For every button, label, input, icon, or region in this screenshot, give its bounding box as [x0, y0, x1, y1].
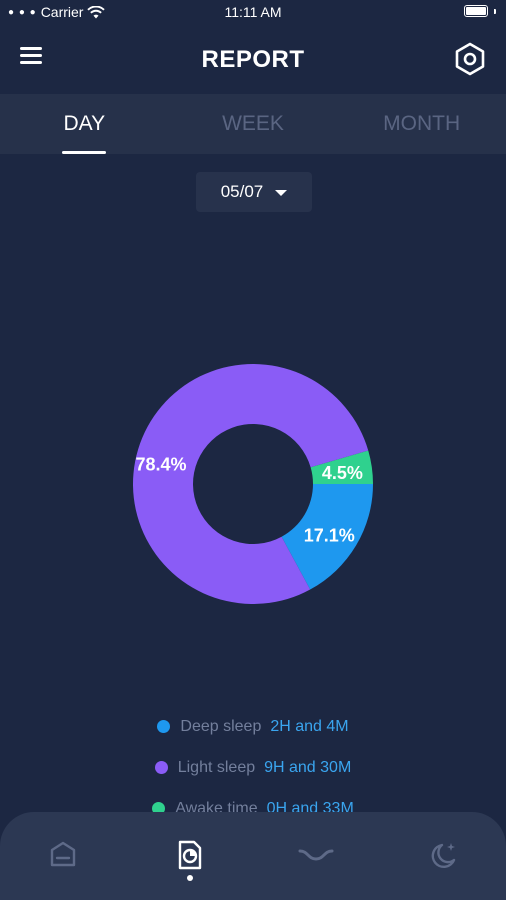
date-picker-value: 05/07: [220, 182, 264, 201]
header: REPORT: [0, 26, 506, 94]
caret-down-icon: [275, 190, 288, 196]
settings-hexagon-icon[interactable]: [454, 42, 486, 76]
tabbar-item-night[interactable]: [380, 812, 506, 900]
status-time: 11:11 AM: [224, 4, 282, 20]
legend-dot-awake-time: [152, 802, 166, 815]
signal-dots-icon: ● ● ●: [8, 6, 37, 18]
carrier-name: Carrier: [40, 4, 84, 20]
legend-item-deep-sleep: Deep sleep 2H and 4M: [0, 706, 506, 747]
date-picker[interactable]: 05/07: [196, 172, 312, 212]
sleep-curve-icon: [298, 849, 334, 861]
donut-label-awake-time: 4.5%: [322, 463, 363, 483]
legend-value: 9H and 30M: [264, 758, 352, 776]
active-tab-indicator: [186, 875, 193, 881]
battery-cap: [494, 8, 496, 14]
tabbar-item-report[interactable]: [127, 812, 254, 900]
chart-legend: Deep sleep 2H and 4M Light sleep 9H and …: [0, 706, 506, 829]
donut-label-deep-sleep: 17.1%: [304, 525, 355, 545]
tab-day[interactable]: DAY: [0, 94, 169, 154]
legend-label: Light sleep: [177, 758, 256, 776]
legend-value: 2H and 4M: [270, 717, 349, 735]
donut-slice-light-sleep: [133, 363, 369, 604]
wifi-icon: [87, 5, 106, 18]
status-left: ● ● ● Carrier: [8, 4, 106, 20]
home-icon: [51, 841, 76, 867]
report-document-icon: [178, 840, 201, 870]
sleep-donut-chart: 17.1% 4.5% 78.4%: [133, 363, 373, 604]
period-tabs: DAY WEEK MONTH: [0, 94, 506, 154]
status-bar: ● ● ● Carrier 11:11 AM: [0, 0, 506, 26]
legend-label: Deep sleep: [180, 717, 262, 735]
tabbar-item-sleep-curve[interactable]: [253, 812, 380, 900]
bottom-tab-bar: [0, 812, 506, 900]
tab-week[interactable]: WEEK: [222, 112, 284, 135]
hamburger-menu-icon[interactable]: [20, 47, 50, 73]
page-title: REPORT: [201, 46, 305, 73]
donut-slice-deep-sleep: [281, 484, 373, 590]
tabbar-item-home[interactable]: [0, 812, 127, 900]
legend-item-light-sleep: Light sleep 9H and 30M: [0, 747, 506, 788]
moon-stars-icon: [431, 843, 455, 869]
legend-dot-light-sleep: [154, 761, 168, 774]
status-right: [464, 5, 496, 17]
donut-slice-awake-time: [310, 450, 373, 484]
battery-icon: [464, 5, 488, 17]
donut-label-light-sleep: 78.4%: [136, 454, 187, 474]
tab-month[interactable]: MONTH: [383, 112, 461, 135]
legend-dot-deep-sleep: [157, 720, 171, 733]
